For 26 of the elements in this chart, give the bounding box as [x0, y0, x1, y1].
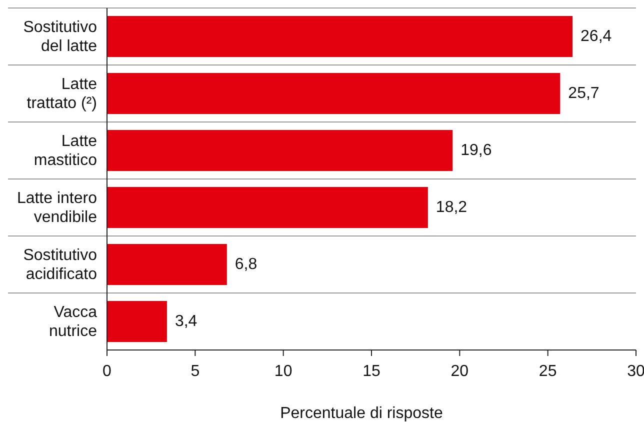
bar: [107, 186, 428, 228]
data-label: 18,2: [436, 199, 468, 216]
y-tick-label: Latte mastitico: [34, 132, 98, 168]
bar: [107, 16, 573, 58]
x-tick-label: 5: [190, 363, 200, 380]
bar: [107, 300, 167, 342]
x-tick-label: 15: [362, 363, 380, 380]
x-tick-label: 25: [538, 363, 557, 380]
data-label: 25,7: [568, 85, 600, 102]
y-tick-label: Vacca nutrice: [48, 304, 98, 340]
x-tick-label: 20: [450, 363, 469, 380]
y-tick-label: Latte trattato (²): [26, 76, 98, 112]
data-label: 3,4: [174, 313, 198, 330]
data-label: 19,6: [460, 142, 492, 159]
bar: [107, 244, 227, 286]
bar: [107, 130, 453, 172]
x-tick-label: 10: [274, 363, 292, 380]
x-tick-label: 30: [627, 363, 644, 380]
y-tick-label: Latte intero vendibile: [16, 190, 98, 226]
data-label: 6,8: [234, 256, 258, 273]
x-axis-title: Percentuale di risposte: [280, 405, 443, 422]
bar: [107, 72, 560, 114]
x-tick-label: 0: [102, 363, 112, 380]
y-tick-label: Sostitutivo del latte: [23, 18, 98, 54]
y-tick-label: Sostitutivo acidificato: [23, 246, 98, 282]
data-label: 26,4: [580, 28, 612, 45]
